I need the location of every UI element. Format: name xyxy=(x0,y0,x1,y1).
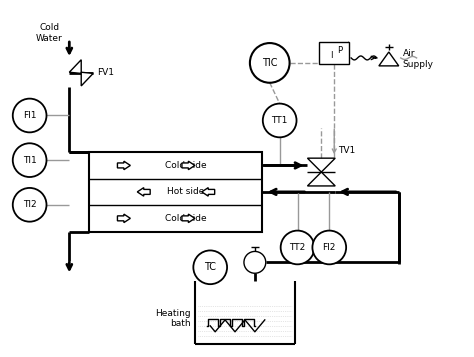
Text: FV1: FV1 xyxy=(97,68,114,77)
Text: TI2: TI2 xyxy=(23,200,36,209)
Polygon shape xyxy=(308,172,335,186)
Text: TI1: TI1 xyxy=(23,156,36,165)
Text: TT1: TT1 xyxy=(272,116,288,125)
Circle shape xyxy=(13,99,46,132)
Text: Air
Supply: Air Supply xyxy=(403,49,434,69)
Text: TT2: TT2 xyxy=(290,243,306,252)
Polygon shape xyxy=(118,161,130,170)
Text: Cold side: Cold side xyxy=(164,214,206,223)
Bar xyxy=(89,152,262,232)
Circle shape xyxy=(312,231,346,264)
Text: Cold side: Cold side xyxy=(164,161,206,170)
Circle shape xyxy=(193,251,227,284)
Text: FI2: FI2 xyxy=(323,243,336,252)
Polygon shape xyxy=(137,188,150,196)
Polygon shape xyxy=(202,188,215,196)
Text: I: I xyxy=(330,51,332,60)
Text: FI1: FI1 xyxy=(23,111,36,120)
Polygon shape xyxy=(379,52,399,66)
Polygon shape xyxy=(308,158,335,172)
Text: TC: TC xyxy=(204,262,216,272)
Text: Cold
Water: Cold Water xyxy=(36,23,63,42)
Polygon shape xyxy=(118,214,130,223)
Circle shape xyxy=(13,143,46,177)
Polygon shape xyxy=(81,72,93,86)
Text: TIC: TIC xyxy=(262,58,277,68)
Text: Heating
bath: Heating bath xyxy=(155,309,191,328)
Bar xyxy=(319,42,349,64)
Circle shape xyxy=(250,43,290,83)
Text: P: P xyxy=(337,45,342,55)
Circle shape xyxy=(281,231,314,264)
Circle shape xyxy=(263,104,297,137)
Text: TV1: TV1 xyxy=(338,146,356,155)
Circle shape xyxy=(13,188,46,222)
Polygon shape xyxy=(182,214,195,223)
Polygon shape xyxy=(69,60,81,74)
Polygon shape xyxy=(182,161,195,170)
Text: Hot side: Hot side xyxy=(167,187,204,196)
